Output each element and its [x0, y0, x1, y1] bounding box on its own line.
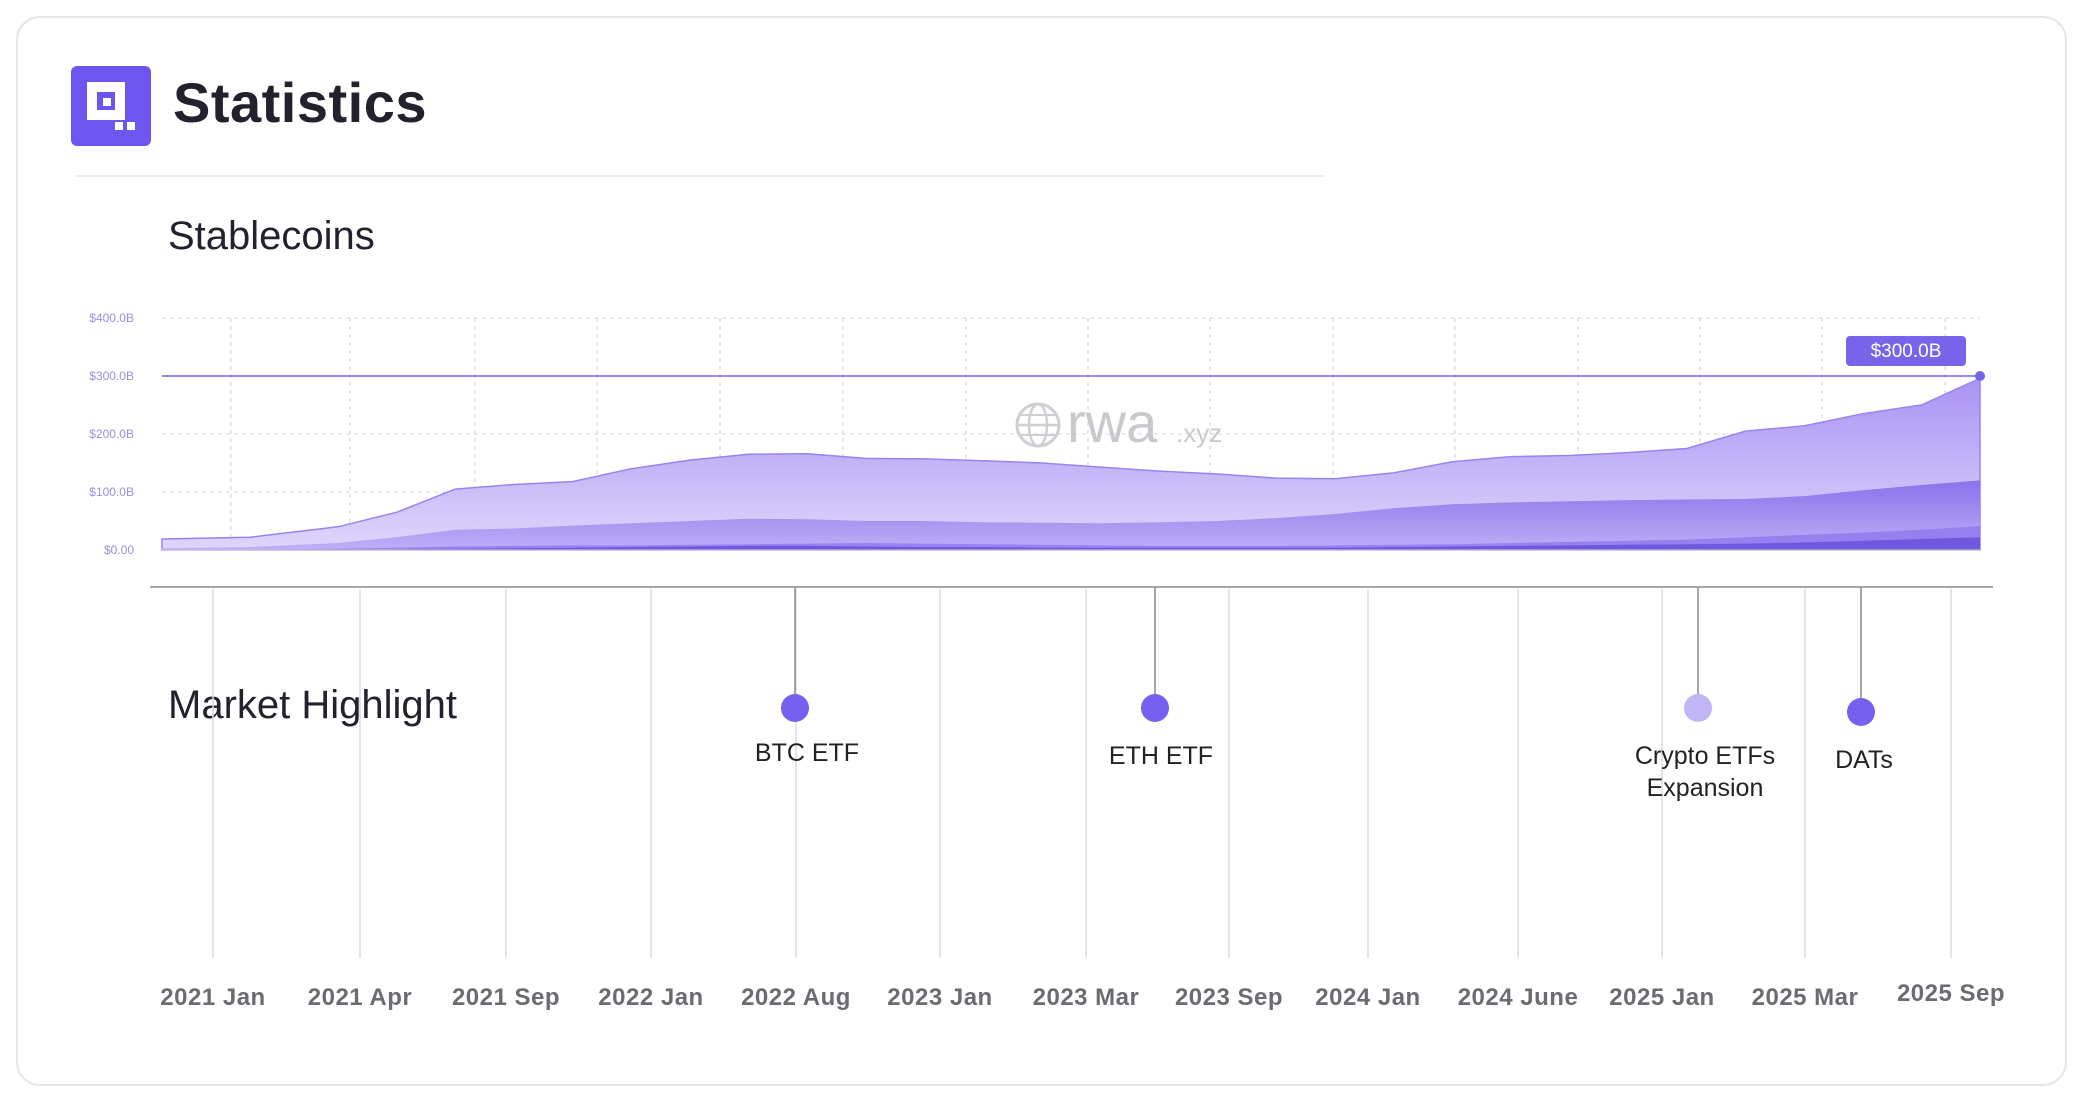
timeline-date-label: 2023 Sep — [1175, 984, 1283, 1012]
timeline-date-label: 2025 Sep — [1897, 980, 2005, 1008]
timeline-date-label: 2021 Jan — [160, 984, 265, 1012]
globe-icon — [1017, 404, 1059, 446]
timeline-date-label: 2023 Mar — [1033, 984, 1140, 1012]
y-tick-label: $0.00 — [104, 543, 134, 557]
y-tick-label: $400.0B — [89, 311, 134, 325]
event-label: DATs — [1835, 744, 1893, 776]
latest-value-dot — [1975, 371, 1985, 381]
timeline-date-label: 2025 Mar — [1752, 984, 1859, 1012]
event-marker-dot — [1141, 694, 1169, 722]
event-marker-dot — [1847, 698, 1875, 726]
event-label: BTC ETF — [755, 737, 859, 769]
timeline-date-label: 2021 Sep — [452, 984, 560, 1012]
timeline-date-label: 2025 Jan — [1609, 984, 1714, 1012]
timeline-date-label: 2023 Jan — [887, 984, 992, 1012]
timeline-date-label: 2024 June — [1458, 984, 1579, 1012]
watermark-text: rwa — [1067, 391, 1158, 454]
y-tick-label: $100.0B — [89, 485, 134, 499]
event-marker-dot — [781, 694, 809, 722]
value-badge-label: $300.0B — [1871, 341, 1942, 362]
timeline-date-label: 2022 Jan — [598, 984, 703, 1012]
timeline-date-label: 2021 Apr — [308, 984, 413, 1012]
timeline-date-label: 2022 Aug — [741, 984, 851, 1012]
timeline-date-label: 2024 Jan — [1315, 984, 1420, 1012]
watermark-suffix: .xyz — [1176, 418, 1222, 448]
y-tick-label: $200.0B — [89, 427, 134, 441]
event-label: Crypto ETFsExpansion — [1635, 740, 1775, 804]
event-label: ETH ETF — [1109, 740, 1213, 772]
event-marker-dot — [1684, 694, 1712, 722]
y-tick-label: $300.0B — [89, 369, 134, 383]
